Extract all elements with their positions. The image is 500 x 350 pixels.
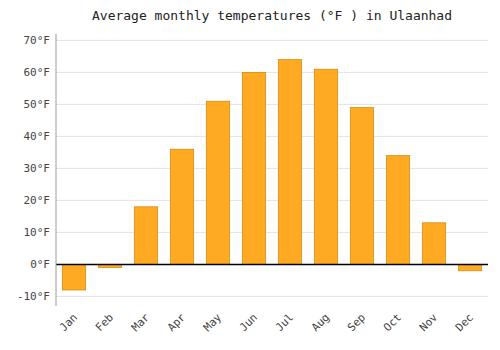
grid-line (56, 168, 488, 169)
grid-line (56, 104, 488, 105)
y-tick-label: 40°F (24, 130, 51, 143)
bar (422, 223, 445, 265)
y-tick-label: 60°F (24, 66, 51, 79)
x-tick-label: Aug (309, 311, 332, 334)
x-tick-label: Mar (129, 311, 153, 335)
bar (134, 207, 157, 265)
x-tick-label: Apr (165, 311, 189, 335)
bar (314, 69, 337, 264)
x-tick-label: Nov (417, 311, 441, 335)
y-tick-label: -10°F (17, 290, 50, 303)
x-tick-label: May (201, 311, 225, 335)
grid-line (56, 136, 488, 137)
bar (386, 156, 409, 265)
zero-line (56, 264, 488, 266)
x-tick-label: Feb (93, 311, 116, 334)
chart: Average monthly temperatures (°F ) in Ul… (0, 0, 500, 350)
x-tick-label: Dec (453, 311, 476, 334)
grid-line (56, 296, 488, 297)
bars (62, 60, 481, 290)
x-tick-label: Jul (273, 311, 296, 334)
grid-line (56, 40, 488, 41)
grid-line (56, 264, 488, 265)
x-tick-label: Jan (57, 311, 80, 334)
y-tick-label: 30°F (24, 162, 51, 175)
y-tick-label: 20°F (24, 194, 51, 207)
bar (170, 149, 193, 264)
x-axis-labels: Jan Feb Mar Apr May Jun Jul Aug Sep Oct Nov Dec (57, 311, 476, 335)
x-tick-label: Oct (381, 311, 404, 334)
bar (242, 72, 265, 264)
y-tick-label: 70°F (24, 34, 51, 47)
bar (206, 101, 229, 264)
grid (56, 40, 488, 296)
bar (278, 60, 301, 265)
y-tick-label: 10°F (24, 226, 51, 239)
bar (62, 264, 85, 290)
bar (350, 108, 373, 265)
bar (458, 264, 481, 270)
y-tick-label: 50°F (24, 98, 51, 111)
grid-line (56, 72, 488, 73)
y-axis-labels: -10°F 0°F 10°F 20°F 30°F 40°F 50°F 60°F 70°F (17, 34, 50, 303)
y-axis-line (56, 34, 57, 306)
x-tick-label: Jun (237, 311, 260, 334)
title: Average monthly temperatures (°F ) in Ul… (92, 8, 452, 23)
y-tick-label: 0°F (30, 258, 50, 271)
x-tick-label: Sep (345, 311, 368, 334)
grid-line (56, 200, 488, 201)
